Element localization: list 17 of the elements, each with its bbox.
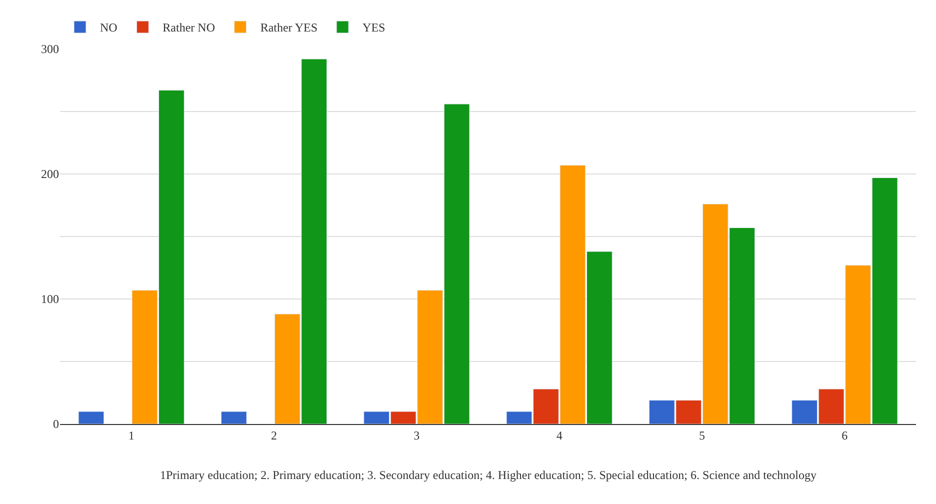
- x-tick-label: 2: [271, 428, 277, 442]
- x-tick-label: 3: [414, 428, 420, 442]
- x-tick-label: 5: [699, 428, 705, 442]
- text: 1Primary education; 2. Primary education; 3. Secondary education; 4. Higher education; 5. Special education; 6. Science and technology: [160, 468, 816, 482]
- y-tick-label: 200: [41, 167, 59, 182]
- legend-label: NO: [100, 20, 118, 35]
- y-tick-label: 100: [41, 292, 59, 306]
- x-tick-label: 6: [842, 428, 848, 442]
- legend-label: Rather NO: [162, 20, 216, 35]
- x-tick-label: 4: [556, 428, 562, 442]
- x-tick-label: 1: [128, 428, 134, 442]
- legend-label: Rather YES: [260, 20, 318, 35]
- bar: [78, 411, 104, 424]
- y-tick-label: 0: [53, 417, 59, 432]
- y-tick-label: 300: [41, 42, 59, 56]
- bar: [220, 411, 247, 424]
- legend-label: YES: [362, 20, 386, 35]
